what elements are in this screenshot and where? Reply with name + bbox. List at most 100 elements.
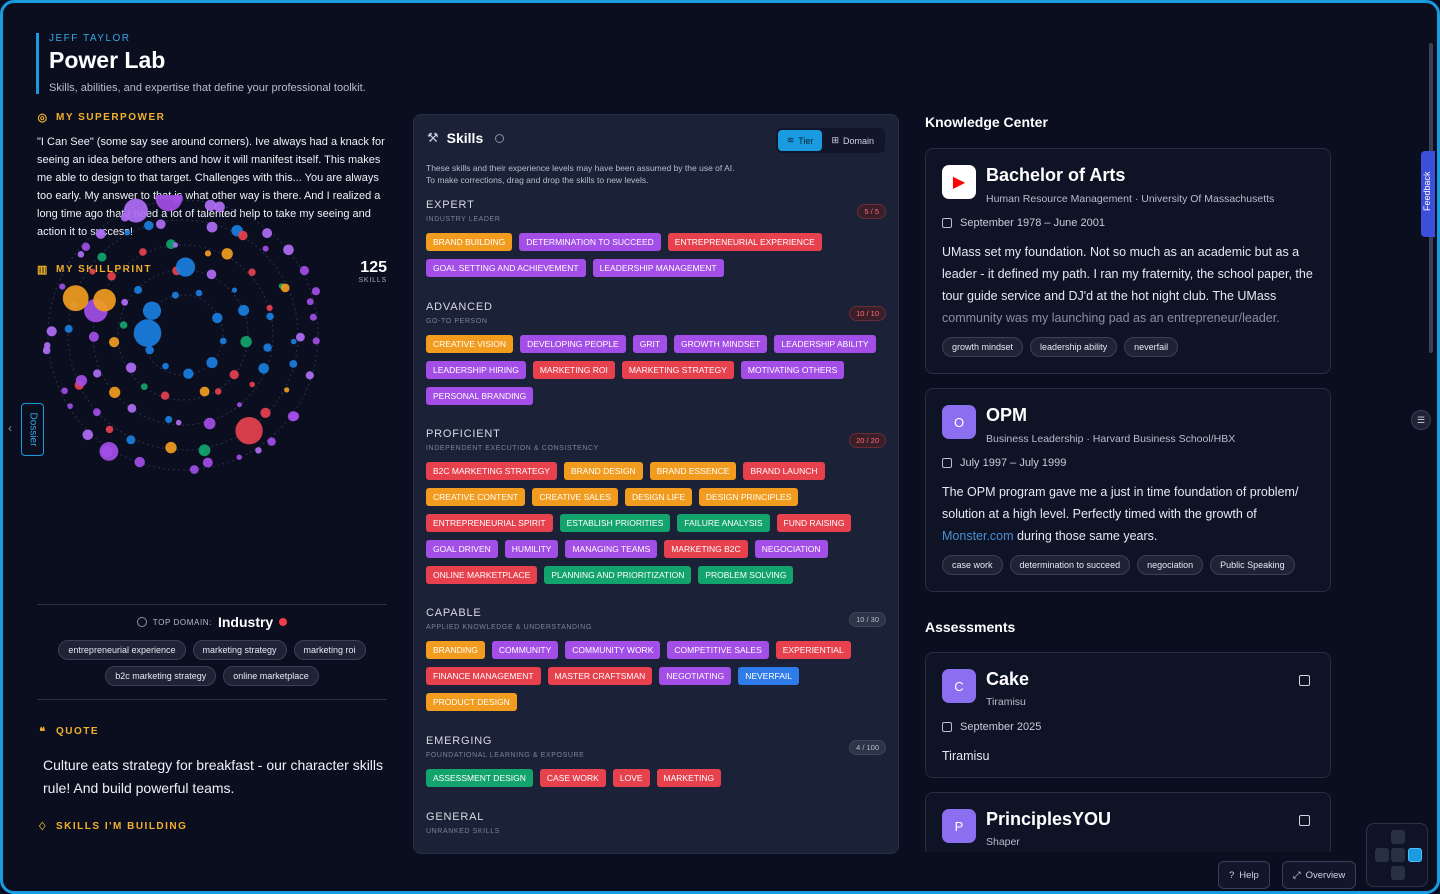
minimap-cell[interactable] <box>1391 830 1405 844</box>
skill-node[interactable] <box>309 313 317 321</box>
skill-tag[interactable]: NEGOTIATING <box>659 667 732 685</box>
skill-node[interactable] <box>299 265 309 276</box>
skill-node[interactable] <box>59 283 66 290</box>
skill-node[interactable] <box>248 268 256 276</box>
skill-tag[interactable]: PLANNING AND PRIORITIZATION <box>544 566 692 584</box>
skill-node[interactable] <box>305 371 314 380</box>
skill-node[interactable] <box>214 201 225 213</box>
skill-node[interactable] <box>266 304 273 311</box>
skill-node[interactable] <box>101 446 113 457</box>
skill-node[interactable] <box>283 244 294 256</box>
skill-node[interactable] <box>93 369 102 378</box>
skill-tag[interactable]: LEADERSHIP MANAGEMENT <box>592 259 724 277</box>
skill-tag[interactable]: MASTER CRAFTSMAN <box>547 667 653 685</box>
skill-node[interactable] <box>262 245 269 252</box>
skill-node[interactable] <box>221 248 233 260</box>
skill-chip[interactable]: neverfail <box>1124 337 1179 357</box>
skill-node[interactable] <box>144 220 154 231</box>
skill-node[interactable] <box>81 242 91 251</box>
skill-tag[interactable]: PERSONAL BRANDING <box>426 387 534 405</box>
skill-chip[interactable]: negociation <box>1137 555 1204 575</box>
skill-node[interactable] <box>202 457 213 468</box>
skill-node[interactable] <box>93 288 116 312</box>
skill-node[interactable] <box>231 287 238 293</box>
skill-node[interactable] <box>134 456 145 468</box>
skill-tag[interactable]: COMMUNITY WORK <box>565 641 661 659</box>
skill-node[interactable] <box>260 407 271 418</box>
skill-node[interactable] <box>160 391 170 400</box>
skill-tag[interactable]: GOAL SETTING AND ACHIEVEMENT <box>426 259 586 277</box>
filter-icon[interactable]: ☰ <box>1411 410 1431 430</box>
skill-tag[interactable]: BRAND ESSENCE <box>649 462 737 480</box>
skill-node[interactable] <box>172 242 179 248</box>
skill-tag[interactable]: ENTREPRENEURIAL EXPERIENCE <box>667 233 822 251</box>
skill-tag[interactable]: BRAND BUILDING <box>426 233 513 251</box>
info-icon[interactable] <box>495 133 505 143</box>
skill-tag[interactable]: ASSESSMENT DESIGN <box>426 769 533 787</box>
skill-node[interactable] <box>175 419 182 426</box>
skillprint-radial-chart[interactable] <box>43 195 323 485</box>
skill-tag[interactable]: ESTABLISH PRIORITIES <box>559 514 671 532</box>
skill-node[interactable] <box>109 386 121 398</box>
skill-node[interactable] <box>235 417 263 445</box>
skill-node[interactable] <box>238 304 250 316</box>
domain-chip[interactable]: marketing roi <box>293 640 366 660</box>
skill-tag[interactable]: MARKETING <box>656 769 722 787</box>
skill-node[interactable] <box>199 386 210 397</box>
skill-node[interactable] <box>43 346 51 355</box>
skill-node[interactable] <box>125 362 137 373</box>
skill-tag[interactable]: MOTIVATING OTHERS <box>740 361 845 379</box>
skill-node[interactable] <box>120 212 130 222</box>
skill-node[interactable] <box>62 285 89 312</box>
domain-chip[interactable]: entrepreneurial experience <box>58 640 186 660</box>
skill-node[interactable] <box>165 441 177 454</box>
skill-node[interactable] <box>166 239 176 250</box>
skill-tag[interactable]: FINANCE MANAGEMENT <box>426 667 541 685</box>
skill-node[interactable] <box>95 228 106 239</box>
skill-node[interactable] <box>206 221 218 233</box>
skill-node[interactable] <box>171 291 179 299</box>
dossier-tab[interactable]: Dossier <box>21 403 44 456</box>
skill-node[interactable] <box>263 343 272 352</box>
skill-node[interactable] <box>142 301 162 320</box>
skill-node[interactable] <box>46 326 57 337</box>
skill-node[interactable] <box>189 465 199 474</box>
skill-tag[interactable]: NEGOCIATION <box>754 540 828 558</box>
skill-tag[interactable]: GROWTH MINDSET <box>674 335 768 353</box>
skill-tag[interactable]: LOVE <box>612 769 650 787</box>
skill-node[interactable] <box>93 408 101 417</box>
skill-tag[interactable]: LEADERSHIP ABILITY <box>774 335 876 353</box>
minimap-cell[interactable] <box>1375 848 1389 862</box>
assessment-card[interactable]: P PrinciplesYOU Shaper <box>925 792 1331 852</box>
skill-node[interactable] <box>255 447 262 454</box>
skill-node[interactable] <box>172 195 183 204</box>
skill-node[interactable] <box>206 269 217 280</box>
skill-tag[interactable]: HUMILITY <box>504 540 559 558</box>
skill-node[interactable] <box>219 337 227 345</box>
skill-tag[interactable]: MARKETING STRATEGY <box>621 361 734 379</box>
skill-tag[interactable]: PROBLEM SOLVING <box>698 566 794 584</box>
skill-node[interactable] <box>195 289 203 297</box>
skill-tag[interactable]: GRIT <box>632 335 668 353</box>
domain-toggle-button[interactable]: ⊞ Domain <box>831 135 874 146</box>
skill-node[interactable] <box>88 331 99 342</box>
skill-node[interactable] <box>75 375 88 387</box>
skill-node[interactable] <box>296 332 305 342</box>
skill-node[interactable] <box>289 411 300 421</box>
skill-tag[interactable]: MANAGING TEAMS <box>565 540 658 558</box>
skill-tag[interactable]: DESIGN PRINCIPLES <box>698 488 799 506</box>
feedback-tab[interactable]: Feedback <box>1421 151 1435 237</box>
skill-node[interactable] <box>183 368 194 379</box>
skill-node[interactable] <box>249 381 255 388</box>
skill-tag[interactable]: NEVERFAIL <box>738 667 799 685</box>
skill-node[interactable] <box>290 338 297 345</box>
skill-node[interactable] <box>284 387 290 393</box>
skill-node[interactable] <box>89 268 96 275</box>
skill-node[interactable] <box>162 362 169 370</box>
skill-node[interactable] <box>133 319 162 347</box>
skill-node[interactable] <box>61 387 68 395</box>
skill-node[interactable] <box>140 383 148 390</box>
skill-tag[interactable]: PRODUCT DESIGN <box>426 693 517 711</box>
skill-node[interactable] <box>289 360 298 368</box>
skill-tag[interactable]: LEADERSHIP HIRING <box>426 361 526 379</box>
